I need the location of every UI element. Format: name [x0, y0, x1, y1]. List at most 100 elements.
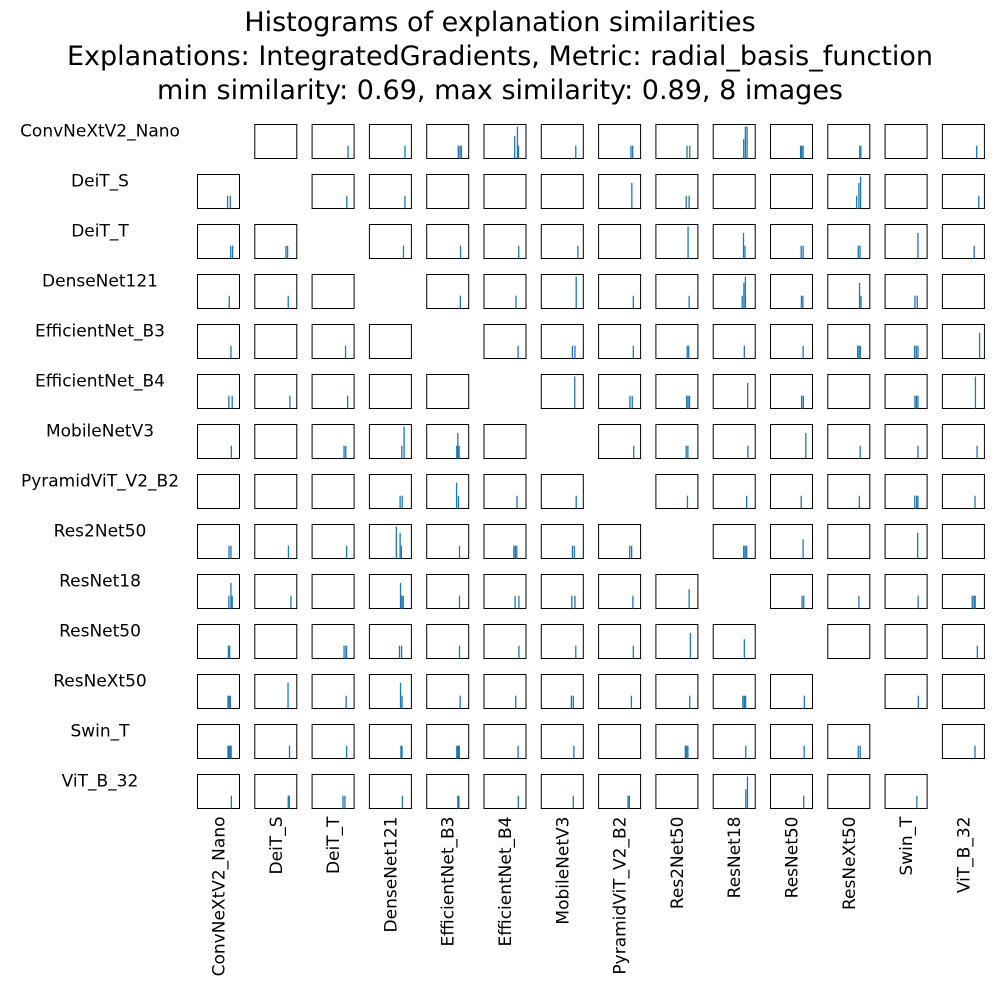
histogram-frame: [311, 774, 355, 809]
histogram-frame: [884, 124, 928, 159]
histogram-frame: [827, 374, 871, 409]
histogram-bar: [230, 795, 233, 809]
histogram-frame: [884, 524, 928, 559]
histogram-cell-ResNet18-vs-ResNeXt50: [827, 574, 871, 609]
histogram-cell-Res2Net50-vs-DeiT_T: [311, 524, 355, 559]
histogram-frame: [426, 624, 470, 659]
histogram-cell-ConvNeXtV2_Nano-vs-DeiT_T: [311, 124, 355, 159]
histogram-cell-ConvNeXtV2_Nano-vs-PyramidViT_V2_B2: [598, 124, 642, 159]
histogram-frame: [712, 774, 756, 809]
histogram-bar: [229, 645, 231, 659]
histogram-bar: [460, 145, 463, 159]
histogram-frame: [426, 274, 470, 309]
histogram-cell-ResNet50-vs-Res2Net50: [655, 624, 699, 659]
histogram-frame: [884, 174, 928, 209]
histogram-bar: [630, 695, 633, 709]
histogram-frame: [368, 424, 412, 459]
histogram-cell-ResNeXt50-vs-DenseNet121: [368, 674, 412, 709]
histogram-frame: [712, 474, 756, 509]
histogram-frame: [827, 724, 871, 759]
histogram-bar: [971, 595, 973, 609]
histogram-cell-EfficientNet_B4-vs-ConvNeXtV2_Nano: [197, 374, 240, 409]
histogram-frame: [770, 524, 813, 559]
histogram-cell-EfficientNet_B3-vs-EfficientNet_B4: [483, 324, 527, 359]
histogram-bar: [231, 595, 233, 609]
histogram-cell-EfficientNet_B4-vs-PyramidViT_V2_B2: [598, 374, 642, 409]
histogram-frame: [197, 774, 240, 809]
histogram-cell-DeiT_T-vs-MobileNetV3: [540, 224, 584, 259]
histogram-frame: [197, 324, 240, 359]
histogram-bar: [287, 545, 290, 559]
histogram-cell-DeiT_T-vs-Swin_T: [884, 224, 928, 259]
histogram-cell-ViT_B_32-vs-EfficientNet_B4: [483, 774, 527, 809]
histogram-bar: [344, 345, 347, 359]
histogram-cell-ViT_B_32-vs-DenseNet121: [368, 774, 412, 809]
histogram-cell-ResNet18-vs-ResNet50: [770, 574, 813, 609]
histogram-cell-DeiT_S-vs-MobileNetV3: [540, 174, 584, 209]
histogram-frame: [655, 224, 699, 259]
histogram-frame: [426, 224, 470, 259]
row-label: DenseNet121: [42, 272, 158, 292]
histogram-frame: [941, 224, 985, 259]
histogram-frame: [598, 724, 642, 759]
histogram-bar: [573, 545, 575, 559]
histogram-frame: [884, 674, 928, 709]
histogram-frame: [197, 574, 240, 609]
histogram-cell-ResNet50-vs-EfficientNet_B3: [426, 624, 470, 659]
histogram-bar: [517, 345, 519, 359]
histogram-cell-EfficientNet_B4-vs-ResNet18: [712, 374, 756, 409]
histogram-frame: [884, 424, 928, 459]
histogram-cell-Res2Net50-vs-EfficientNet_B4: [483, 524, 527, 559]
histogram-frame: [254, 424, 298, 459]
column-label: ViT_B_32: [954, 817, 974, 894]
histogram-frame: [540, 274, 584, 309]
histogram-frame: [598, 524, 642, 559]
histogram-cell-DenseNet121-vs-ResNet50: [770, 274, 813, 309]
histogram-bar: [803, 595, 805, 609]
histogram-bar: [685, 395, 688, 409]
histogram-frame: [598, 624, 642, 659]
histogram-bar: [231, 245, 234, 259]
histogram-frame: [197, 274, 240, 309]
histogram-frame: [540, 474, 584, 509]
histogram-bar: [915, 345, 917, 359]
histogram-bar: [458, 445, 460, 459]
histogram-bar: [917, 345, 919, 359]
histogram-bar: [859, 176, 862, 209]
histogram-bar: [231, 395, 233, 409]
histogram-bar: [228, 295, 230, 309]
histogram-bar: [399, 682, 402, 709]
histogram-cell-DeiT_T-vs-DeiT_S: [254, 224, 298, 259]
histogram-cell-MobileNetV3-vs-ResNet50: [770, 424, 813, 459]
histogram-frame: [540, 574, 584, 609]
histogram-cell-MobileNetV3-vs-ConvNeXtV2_Nano: [197, 424, 240, 459]
histogram-frame: [884, 774, 928, 809]
histogram-bar: [687, 745, 689, 759]
histogram-cell-MobileNetV3-vs-Res2Net50: [655, 424, 699, 459]
histogram-frame: [254, 724, 298, 759]
histogram-cell-ConvNeXtV2_Nano-vs-ViT_B_32: [941, 124, 985, 159]
histogram-frame: [426, 724, 470, 759]
histogram-cell-ResNeXt50-vs-DeiT_T: [311, 674, 355, 709]
histogram-cell-Res2Net50-vs-ResNet18: [712, 524, 756, 559]
histogram-frame: [712, 424, 756, 459]
histogram-bar: [688, 589, 690, 609]
histogram-bar: [857, 345, 859, 359]
histogram-frame: [311, 124, 355, 159]
histogram-cell-DeiT_S-vs-ResNet18: [712, 174, 756, 209]
histogram-cell-DenseNet121-vs-DeiT_S: [254, 274, 298, 309]
histogram-bar: [917, 395, 919, 409]
histogram-cell-ResNet18-vs-EfficientNet_B3: [426, 574, 470, 609]
histogram-frame: [655, 274, 699, 309]
histogram-cell-EfficientNet_B4-vs-DeiT_S: [254, 374, 298, 409]
histogram-bar: [227, 645, 230, 659]
histogram-cell-EfficientNet_B4-vs-EfficientNet_B3: [426, 374, 470, 409]
histogram-bar: [687, 226, 689, 259]
histogram-bar: [746, 776, 749, 809]
histogram-frame: [941, 374, 985, 409]
histogram-bar: [458, 795, 460, 809]
histogram-cell-ResNet18-vs-MobileNetV3: [540, 574, 584, 609]
histogram-frame: [426, 424, 470, 459]
row-label: Res2Net50: [54, 522, 147, 542]
histogram-frame: [941, 474, 985, 509]
